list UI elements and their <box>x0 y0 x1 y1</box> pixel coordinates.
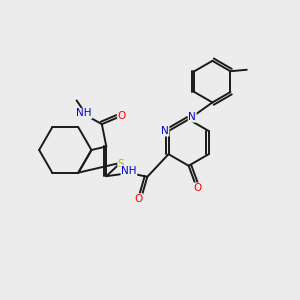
Text: NH: NH <box>121 166 136 176</box>
Text: S: S <box>118 159 124 169</box>
Text: O: O <box>194 183 202 193</box>
Text: O: O <box>118 111 126 121</box>
Text: N: N <box>161 126 169 136</box>
Text: O: O <box>134 194 142 204</box>
Text: NH: NH <box>76 109 92 118</box>
Text: N: N <box>188 112 196 122</box>
